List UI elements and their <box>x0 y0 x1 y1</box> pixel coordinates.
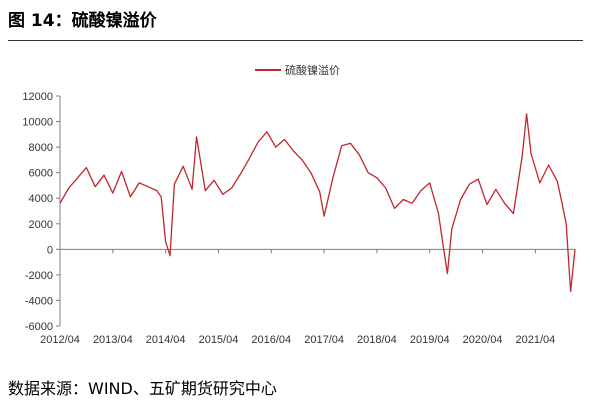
y-tick-label: 6000 <box>29 168 53 180</box>
figure-title: 图 14：硫酸镍溢价 <box>8 11 157 31</box>
y-tick-label: 12000 <box>22 91 53 103</box>
y-tick-label: 0 <box>47 244 53 256</box>
legend-label: 硫酸镍溢价 <box>285 63 340 77</box>
x-tick-label: 2012/04 <box>40 334 80 346</box>
y-tick-label: -2000 <box>25 270 53 282</box>
data-source: 数据来源：WIND、五矿期货研究中心 <box>8 379 277 398</box>
y-tick-label: -4000 <box>25 295 53 307</box>
title-rule <box>8 40 583 41</box>
x-tick-label: 2017/04 <box>304 334 344 346</box>
x-tick-label: 2015/04 <box>199 334 239 346</box>
x-tick-label: 2018/04 <box>357 334 397 346</box>
x-tick-label: 2016/04 <box>251 334 291 346</box>
y-tick-label: 2000 <box>29 219 53 231</box>
y-tick-label: 8000 <box>29 142 53 154</box>
x-tick-label: 2013/04 <box>93 334 133 346</box>
x-tick-label: 2021/04 <box>516 334 556 346</box>
y-tick-label: 4000 <box>29 193 53 205</box>
x-tick-label: 2019/04 <box>410 334 450 346</box>
line-chart: -6000 -4000 -2000 0 2000 4000 6000 8000 10000 120… <box>22 63 576 346</box>
y-tick-label: 10000 <box>22 117 53 129</box>
x-tick-label: 2014/04 <box>146 334 186 346</box>
series-line-0 <box>59 113 576 293</box>
x-tick-label: 2020/04 <box>463 334 503 346</box>
y-tick-label: -6000 <box>25 321 53 333</box>
